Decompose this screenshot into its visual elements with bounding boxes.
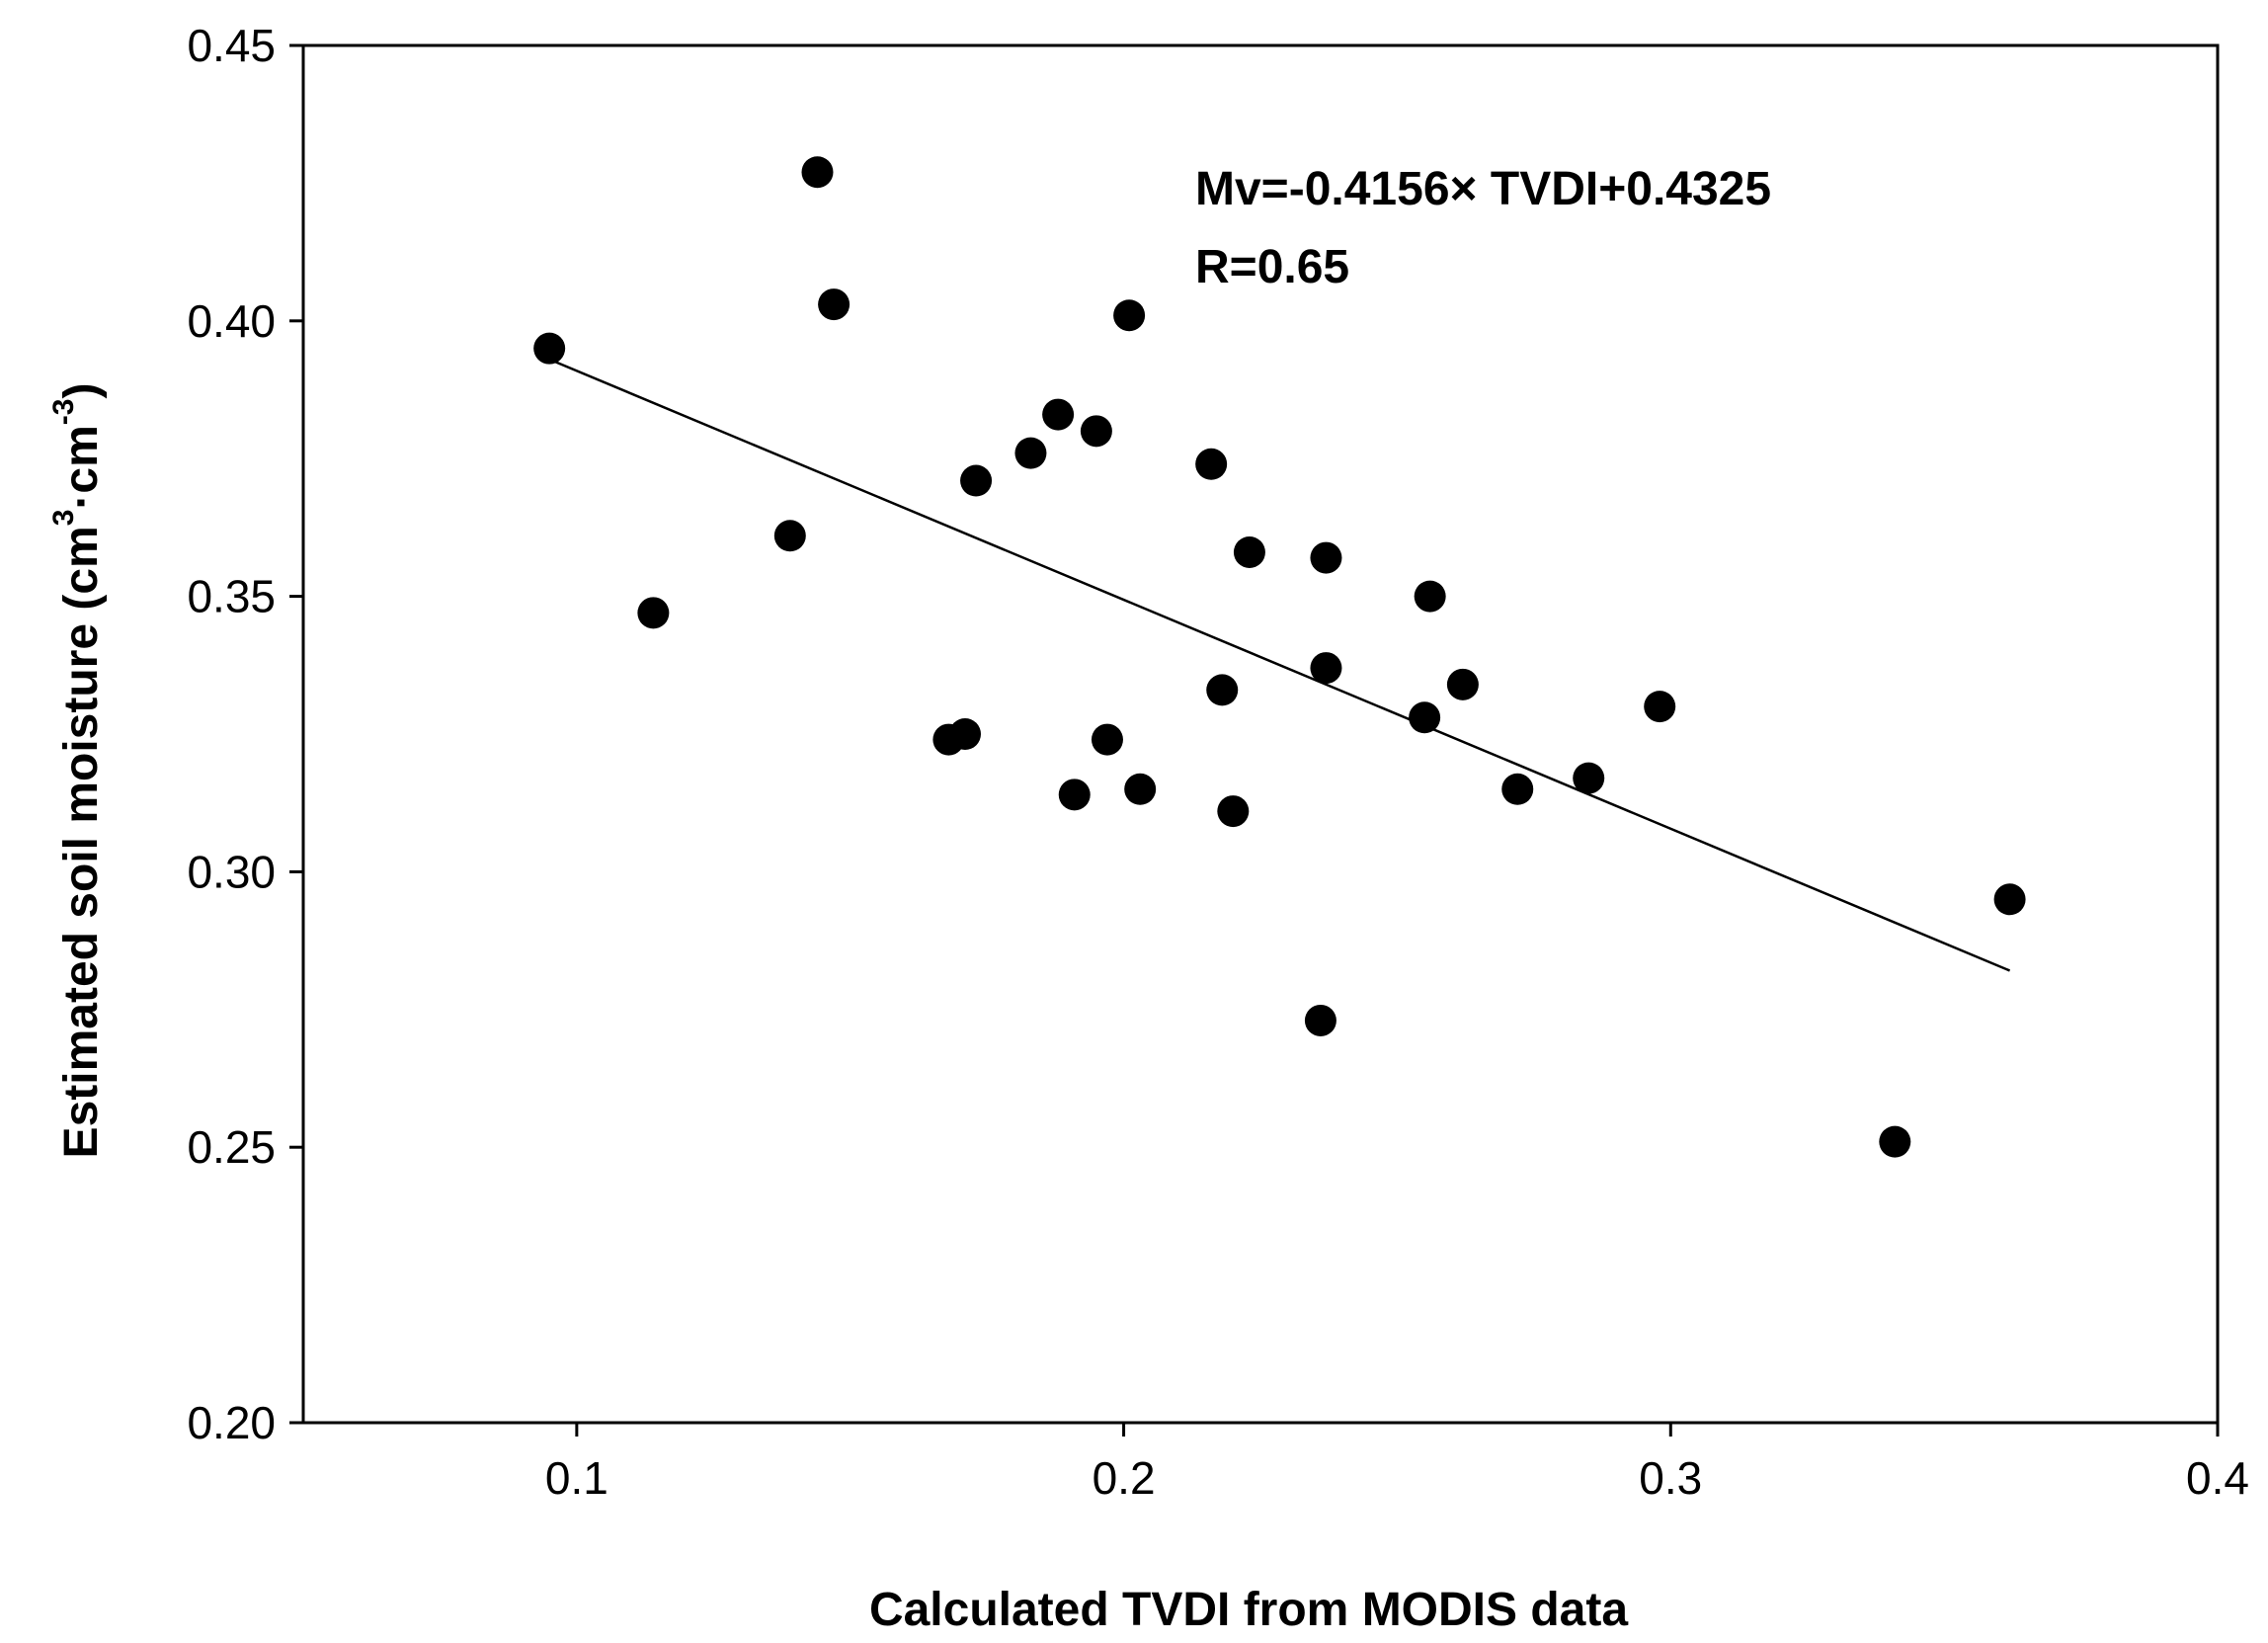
- scatter-point: [1042, 398, 1075, 431]
- scatter-point: [1233, 535, 1265, 568]
- scatter-point: [1080, 415, 1112, 448]
- y-tick-label: 0.45: [187, 20, 276, 71]
- y-tick-label: 0.25: [187, 1121, 276, 1173]
- y-axis-ticks: 0.20 0.25 0.30 0.35 0.40 0.45: [187, 20, 303, 1448]
- scatter-point: [1310, 541, 1342, 574]
- scatter-point: [1206, 674, 1239, 706]
- scatter-point: [773, 520, 806, 552]
- y-tick-label: 0.40: [187, 295, 276, 347]
- y-tick-label: 0.30: [187, 846, 276, 897]
- x-tick-label: 0.3: [1639, 1452, 1702, 1504]
- equation-annotation: Mv=-0.4156× TVDI+0.4325: [1195, 163, 1771, 215]
- data-points: [533, 156, 2026, 1158]
- scatter-point: [1993, 883, 2026, 916]
- y-axis-title-prefix: Estimated soil moisture (cm: [55, 526, 108, 1158]
- scatter-point: [1446, 668, 1479, 700]
- x-tick-label: 0.4: [2186, 1452, 2249, 1504]
- y-axis-title-suffix: ): [55, 383, 108, 399]
- y-axis-title-sup1: 3: [47, 510, 80, 527]
- x-tick-label: 0.2: [1093, 1452, 1156, 1504]
- scatter-point: [1879, 1125, 1911, 1158]
- scatter-point: [818, 288, 850, 321]
- y-tick-label: 0.35: [187, 571, 276, 622]
- r-value-annotation: R=0.65: [1195, 241, 1349, 293]
- scatter-point: [1014, 437, 1047, 469]
- scatter-point: [948, 718, 981, 750]
- y-axis-title: Estimated soil moisture (cm3·cm-3): [47, 383, 108, 1159]
- scatter-point: [1091, 723, 1123, 756]
- scatter-point: [801, 156, 834, 189]
- scatter-point: [1409, 701, 1441, 734]
- scatter-point: [637, 597, 670, 629]
- y-axis-title-sup2: -3: [47, 399, 80, 426]
- scatter-point: [1304, 1004, 1336, 1036]
- scatter-point: [960, 464, 993, 497]
- scatter-point: [533, 332, 566, 365]
- x-axis-ticks: 0.1 0.2 0.3 0.4: [545, 1423, 2249, 1504]
- scatter-point: [1644, 691, 1676, 723]
- scatter-point: [1501, 773, 1534, 805]
- y-tick-label: 0.20: [187, 1397, 276, 1448]
- y-axis-title-mid: ·cm: [55, 425, 108, 509]
- scatter-point: [1573, 762, 1605, 794]
- scatter-point: [1058, 779, 1091, 811]
- regression-line: [548, 358, 2011, 972]
- x-axis-title: Calculated TVDI from MODIS data: [869, 1584, 1628, 1636]
- scatter-point: [1217, 795, 1250, 828]
- scatter-point: [1414, 580, 1446, 613]
- scatter-point: [1113, 299, 1146, 332]
- scatter-point: [1310, 652, 1342, 685]
- scatter-point: [1195, 448, 1228, 480]
- plot-area-frame: [301, 43, 2220, 1425]
- x-tick-label: 0.1: [545, 1452, 608, 1504]
- scatter-point: [1124, 773, 1157, 805]
